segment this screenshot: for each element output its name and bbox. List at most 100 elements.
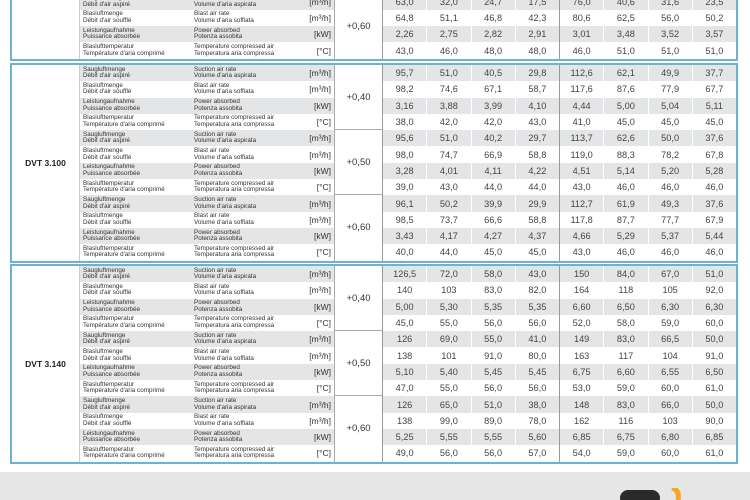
value-cell: 67,9 — [691, 211, 736, 228]
value-cell: 73,7 — [426, 211, 470, 228]
table-row: Blaslufttemperatur Température d'aria com… — [80, 314, 736, 332]
value-cell: 56,0 — [514, 314, 559, 332]
value-cell: 2,82 — [470, 26, 515, 43]
value-cell: 47,0 — [382, 380, 426, 397]
unit-label: [kW] — [302, 428, 335, 446]
value-cell: 80,6 — [559, 9, 603, 27]
value-cell: 46,0 — [603, 179, 647, 196]
value-cell: 60,0 — [647, 380, 692, 397]
value-cell: 5,44 — [691, 227, 736, 245]
label-de: Leistungaufnahme — [83, 98, 135, 106]
value-cell: 112,6 — [559, 65, 604, 82]
value-cell: 42,0 — [470, 113, 515, 131]
unit-label: [°C] — [302, 314, 335, 332]
value-cell: 163 — [559, 347, 603, 364]
label-en: Power absorbed — [194, 364, 240, 372]
value-cell: 48,0 — [514, 42, 559, 59]
value-cell: 6,75 — [603, 428, 648, 446]
label-de-fr: Leistungaufnahme Puissance absorbée — [80, 26, 191, 43]
value-cell: 45,0 — [603, 113, 647, 131]
value-cell: 5,35 — [470, 298, 515, 315]
label-de: Saugluftmenge — [83, 396, 126, 404]
value-cell: 105 — [647, 282, 692, 299]
label-en-it: Temperature compressed air Temperatura ar… — [191, 42, 302, 58]
table-row: Blaslufttemperatur Température d'aria com… — [80, 380, 736, 397]
value-cell: 60,0 — [691, 314, 736, 332]
value-cell: 45,0 — [470, 244, 515, 261]
unit-label: [m³/h] — [302, 282, 335, 299]
value-cell: 95,7 — [382, 65, 427, 82]
value-cell: 92,0 — [691, 282, 736, 299]
value-cell: 72,0 — [426, 266, 471, 283]
label-de-fr: Leistungaufnahme Puissance absorbée — [80, 227, 191, 245]
value-cell: 62,6 — [603, 130, 648, 147]
label-de-fr: Blasluftmenge Débit d'air soufflé — [80, 282, 191, 298]
value-cell: 6,30 — [691, 298, 736, 315]
value-cell: 43,0 — [514, 113, 559, 131]
value-cell: 51,0 — [603, 42, 647, 59]
value-cell: 41,0 — [514, 331, 559, 348]
value-cell: 6,55 — [647, 363, 692, 381]
value-cell: 138 — [382, 412, 426, 429]
table-row: Leistungaufnahme Puissance absorbée Power … — [80, 227, 736, 245]
label-en: Suction air rate — [194, 266, 237, 274]
value-cell: 43,0 — [382, 42, 426, 59]
value-cell: 46,0 — [603, 244, 647, 261]
value-cell: 116 — [603, 412, 647, 429]
value-cell: 43,0 — [559, 244, 603, 261]
value-cell: 41,0 — [559, 113, 603, 131]
value-cell: 83,0 — [470, 282, 515, 299]
value-cell: 24,7 — [470, 0, 515, 10]
label-de: Leistungaufnahme — [83, 163, 135, 171]
value-cell: 138 — [382, 347, 426, 364]
value-cell: 4,27 — [470, 227, 515, 245]
label-en-it: Temperature compressed air Temperatura ar… — [191, 445, 302, 461]
value-cell: 45,0 — [382, 314, 426, 332]
value-cell: 46,0 — [647, 179, 692, 196]
label-it: Volume d'aria soffiata — [194, 16, 254, 24]
table-row: Leistungaufnahme Puissance absorbée Power … — [80, 97, 736, 114]
value-cell: 60,0 — [647, 445, 692, 462]
label-en: Power absorbed — [194, 429, 240, 437]
value-cell: 44,0 — [470, 179, 515, 196]
label-de: Blaslufttemperatur — [83, 315, 135, 323]
label-en: Power absorbed — [194, 98, 240, 106]
value-cell: 6,30 — [647, 298, 692, 315]
value-cell: 59,0 — [603, 445, 647, 462]
value-cell: 66,6 — [470, 211, 515, 228]
label-de-fr: Blaslufttemperatur Température d'aria com… — [80, 380, 191, 396]
value-cell: 55,0 — [470, 331, 515, 348]
value-cell: 83,0 — [603, 396, 648, 413]
label-en: Blast air rate — [194, 348, 230, 356]
table-row: Leistungaufnahme Puissance absorbée Power … — [80, 162, 736, 180]
unit-label: [m³/h] — [302, 9, 335, 27]
value-cell: 67,1 — [470, 81, 515, 98]
label-en: Temperature compressed air — [194, 244, 275, 252]
label-it: Potenza assobita — [194, 436, 243, 444]
label-en: Power absorbed — [194, 228, 240, 236]
unit-label: [°C] — [302, 42, 335, 59]
label-de: Blaslufttemperatur — [83, 42, 135, 50]
value-cell: 3,28 — [382, 162, 427, 180]
value-cell: 77,7 — [647, 211, 692, 228]
table-row: Blaslufttemperatur Température d'aria com… — [80, 179, 736, 196]
pressure-value: +0,40 — [335, 266, 382, 332]
value-cell: 98,0 — [382, 146, 426, 163]
label-fr: Température d'aria comprimé — [83, 121, 165, 129]
label-de: Saugluftmenge — [83, 130, 126, 138]
label-de-fr: Leistungaufnahme Puissance absorbée — [80, 298, 191, 315]
unit-label: [m³/h] — [302, 65, 335, 82]
label-it: Temperatura aria compressa — [194, 251, 275, 259]
value-cell: 5,55 — [426, 428, 471, 446]
value-cell: 6,85 — [559, 428, 604, 446]
value-cell: 103 — [647, 412, 692, 429]
label-de: Blasluftmenge — [83, 212, 123, 220]
value-cell: 39,0 — [382, 179, 426, 196]
